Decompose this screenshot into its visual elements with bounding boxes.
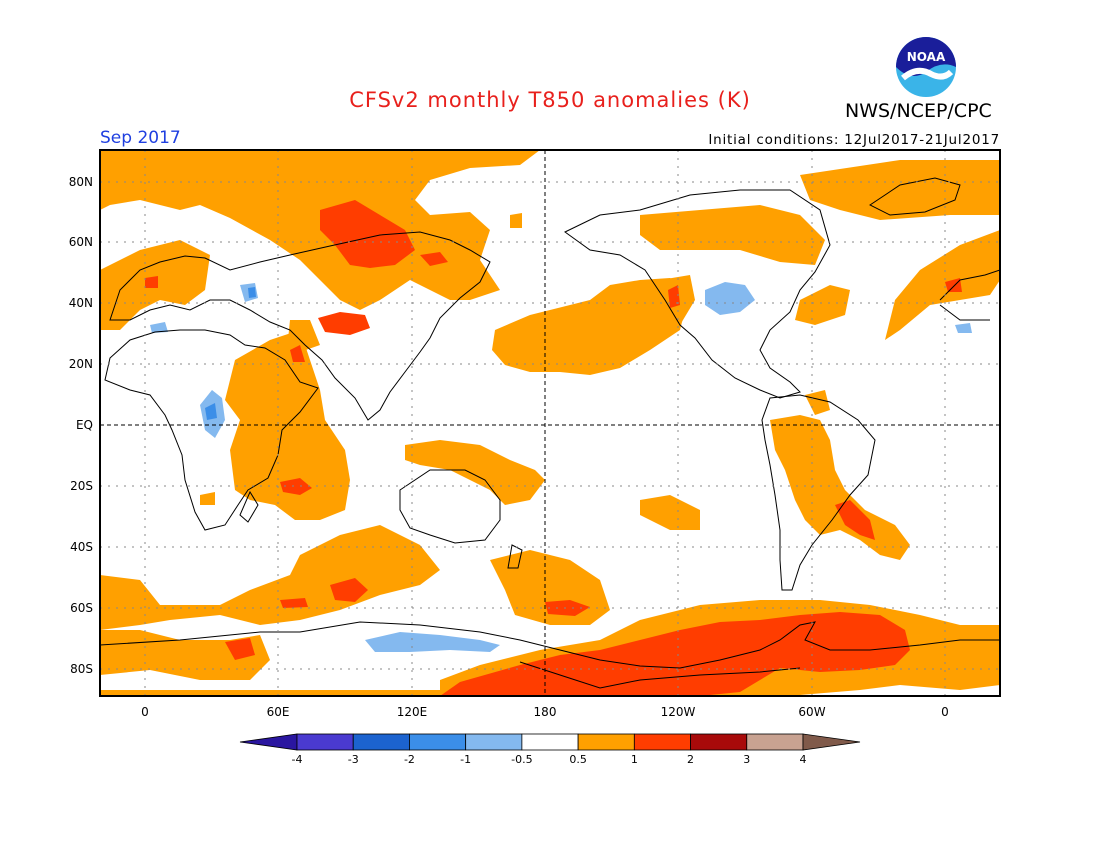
anomaly-region	[280, 598, 308, 608]
anomaly-region	[945, 278, 962, 292]
anomaly-region	[225, 638, 255, 660]
anomaly-region	[205, 403, 217, 420]
lat-label: 40N	[69, 296, 93, 310]
anomaly-region	[510, 213, 522, 228]
madagascar-coastline	[239, 490, 259, 523]
lat-label: 20S	[70, 479, 93, 493]
anomaly-region	[440, 612, 910, 696]
map-frame	[99, 149, 1001, 697]
antarctica-coastline	[100, 621, 1000, 689]
colorbar-label: -3	[348, 753, 359, 766]
anomaly-region	[640, 205, 825, 265]
africa-coastline	[104, 329, 319, 531]
lon-label: 60E	[267, 705, 290, 719]
lat-label: 60S	[70, 601, 93, 615]
new-zealand-coastline	[507, 544, 523, 569]
colorbar-label: 3	[743, 753, 750, 766]
lon-label: 120E	[397, 705, 428, 719]
graticule	[100, 150, 1000, 696]
colorbar-swatch	[352, 733, 410, 751]
coastlines	[100, 177, 1000, 689]
anomaly-region	[100, 690, 440, 696]
lon-label: 180	[534, 705, 557, 719]
lon-label: 60W	[798, 705, 825, 719]
initial-conditions: Initial conditions: 12Jul2017-21Jul2017	[708, 132, 1000, 148]
organization-label: NWS/NCEP/CPC	[845, 100, 992, 122]
colorbar-swatch	[465, 733, 523, 751]
colorbar-swatch	[577, 733, 635, 751]
anomaly-region	[805, 390, 830, 415]
colorbar-label: -0.5	[511, 753, 532, 766]
anomaly-region	[200, 492, 215, 505]
lat-label: EQ	[76, 418, 93, 432]
lat-label: 80S	[70, 662, 93, 676]
longitude-labels: 0 60E 120E 180 120W 60W 0	[141, 705, 949, 719]
anomaly-region	[405, 440, 545, 505]
anomaly-region	[248, 287, 256, 298]
anomaly-region	[668, 285, 680, 308]
lat-label: 40S	[70, 540, 93, 554]
lon-label: 0	[941, 705, 949, 719]
eurasia-coastline	[109, 231, 491, 421]
colorbar-swatch	[521, 733, 579, 751]
anomaly-region	[320, 200, 415, 268]
lat-label: 80N	[69, 175, 93, 189]
anomaly-blue-regions	[150, 282, 972, 652]
australia-coastline	[399, 469, 501, 544]
colorbar-swatch	[633, 733, 691, 751]
colorbar-swatch	[746, 733, 804, 751]
anomaly-region	[290, 345, 305, 362]
colorbar-swatch	[409, 733, 467, 751]
anomaly-region	[492, 278, 690, 375]
north-america-coastline	[564, 189, 831, 399]
logo-text: NOAA	[907, 50, 946, 64]
anomaly-region	[640, 495, 700, 530]
anomaly-region	[145, 276, 158, 288]
anomaly-region	[365, 632, 500, 652]
lat-label: 20N	[69, 357, 93, 371]
colorbar-label: -2	[404, 753, 415, 766]
anomaly-region	[545, 600, 590, 616]
colorbar-swatch	[296, 733, 354, 751]
anomaly-region	[150, 322, 168, 333]
anomaly-red-regions	[145, 200, 962, 696]
anomaly-region	[288, 320, 320, 352]
colorbar-label: 0.5	[569, 753, 587, 766]
lon-label: 120W	[661, 705, 696, 719]
colorbar-label: -1	[460, 753, 471, 766]
forecast-period: Sep 2017	[100, 128, 181, 148]
colorbar-swatch	[690, 733, 748, 751]
anomaly-region	[795, 285, 850, 325]
latitude-labels: 80N 60N 40N 20N EQ 20S 40S 60S 80S	[69, 175, 93, 676]
anomaly-fields	[100, 150, 1000, 696]
anomaly-region	[955, 323, 972, 333]
anomaly-region	[280, 478, 312, 495]
colorbar-label: 4	[800, 753, 807, 766]
anomaly-region	[330, 578, 368, 602]
south-america-coastline	[761, 394, 876, 591]
map-title: CFSv2 monthly T850 anomalies (K)	[349, 88, 751, 112]
colorbar: -4 -3 -2 -1 -0.5 0.5 1 2 3 4	[239, 733, 861, 766]
colorbar-label: 1	[631, 753, 638, 766]
colorbar-swatch	[802, 733, 861, 751]
anomaly-region	[770, 415, 910, 560]
lat-label: 60N	[69, 235, 93, 249]
noaa-logo: NOAA	[895, 36, 957, 98]
anomaly-region	[835, 500, 875, 540]
lon-label: 0	[141, 705, 149, 719]
reference-lines	[100, 150, 1000, 696]
anomaly-region	[100, 525, 440, 630]
colorbar-swatch	[239, 733, 298, 751]
colorbar-label: 2	[687, 753, 694, 766]
anomaly-region	[705, 282, 755, 315]
anomaly-region	[318, 312, 370, 335]
anomaly-region	[420, 252, 448, 266]
anomaly-region	[800, 160, 1000, 340]
europe-east-coastline	[939, 269, 1000, 321]
greenland-coastline	[869, 177, 961, 216]
colorbar-label: -4	[292, 753, 303, 766]
